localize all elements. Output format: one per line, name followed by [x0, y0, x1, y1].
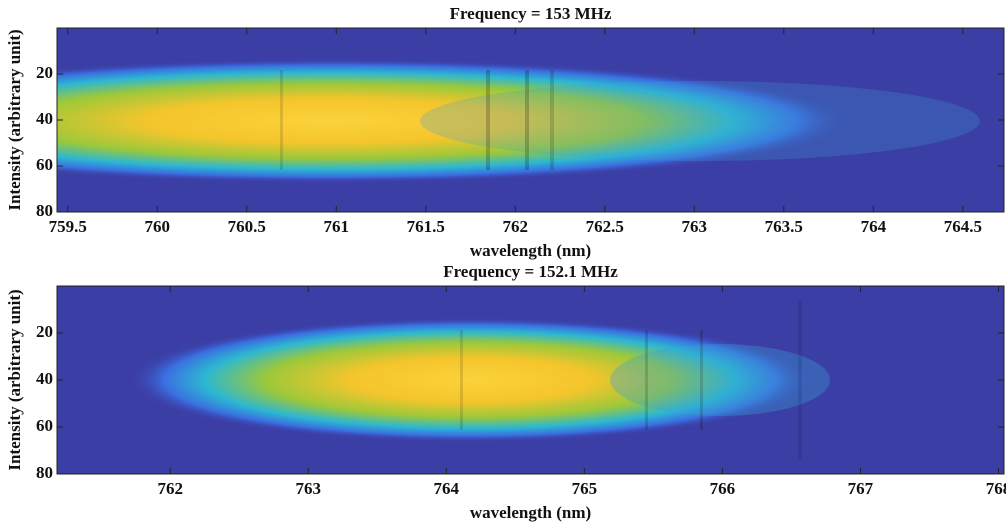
- y-tick-label: 20: [36, 63, 53, 82]
- x-tick-label: 763: [682, 217, 708, 236]
- y-tick-label: 60: [36, 155, 53, 174]
- x-tick-label: 764: [861, 217, 887, 236]
- x-tick-label: 765: [572, 479, 598, 498]
- glow-bottom: [57, 286, 1004, 474]
- y-tick-label: 20: [36, 322, 53, 341]
- x-tick-label: 760: [144, 217, 170, 236]
- glow-top: [57, 28, 1004, 212]
- y-tick-label: 80: [36, 463, 53, 482]
- x-tick-label: 761.5: [407, 217, 445, 236]
- chart-title: Frequency = 153 MHz: [450, 4, 612, 23]
- x-tick-label: 761: [324, 217, 350, 236]
- y-tick-label: 40: [36, 369, 53, 388]
- x-tick-label: 763: [295, 479, 321, 498]
- y-tick-label: 80: [36, 201, 53, 220]
- x-tick-label: 767: [848, 479, 874, 498]
- x-tick-label: 762: [157, 479, 183, 498]
- x-tick-label: 763.5: [765, 217, 803, 236]
- x-tick-label: 768: [986, 479, 1006, 498]
- y-axis-label: Intensity (arbitrary unit): [5, 289, 24, 470]
- x-axis-label: wavelength (nm): [470, 503, 591, 522]
- chart-title: Frequency = 152.1 MHz: [443, 262, 618, 281]
- y-axis-label: Intensity (arbitrary unit): [5, 29, 24, 210]
- y-tick-label: 40: [36, 109, 53, 128]
- x-axis-label: wavelength (nm): [470, 241, 591, 260]
- x-tick-label: 766: [710, 479, 736, 498]
- x-tick-label: 764.5: [944, 217, 982, 236]
- y-tick-label: 60: [36, 416, 53, 435]
- x-tick-label: 764: [434, 479, 460, 498]
- x-tick-label: 762.5: [586, 217, 624, 236]
- x-tick-label: 760.5: [228, 217, 266, 236]
- x-tick-label: 759.5: [49, 217, 87, 236]
- x-tick-label: 762: [503, 217, 529, 236]
